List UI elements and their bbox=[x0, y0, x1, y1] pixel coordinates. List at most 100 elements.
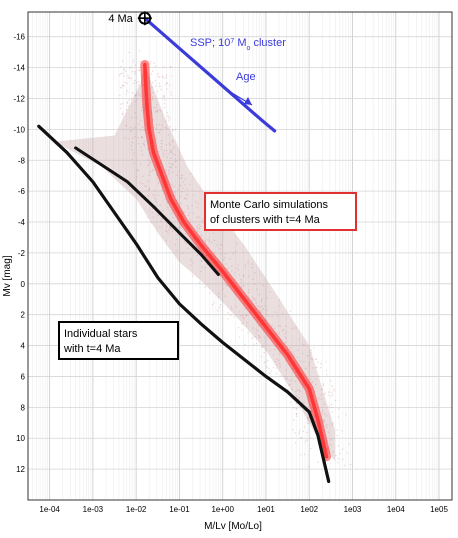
mc-point bbox=[127, 137, 130, 140]
mc-point bbox=[140, 146, 142, 148]
mc-point bbox=[159, 108, 161, 111]
mc-point bbox=[261, 311, 263, 313]
mc-point bbox=[247, 292, 250, 294]
mc-point bbox=[152, 194, 154, 196]
mc-point bbox=[190, 172, 192, 175]
mc-point bbox=[123, 69, 125, 71]
mc-point bbox=[234, 250, 237, 253]
mc-point bbox=[142, 143, 144, 145]
mc-point bbox=[253, 298, 256, 300]
mc-point bbox=[186, 193, 188, 196]
mc-point bbox=[186, 204, 189, 207]
mc-point bbox=[156, 91, 159, 93]
mc-point bbox=[230, 306, 233, 308]
mc-point bbox=[240, 281, 242, 283]
mc-point bbox=[273, 353, 275, 356]
mc-point bbox=[170, 151, 173, 154]
mc-point bbox=[180, 195, 183, 197]
mc-point bbox=[166, 127, 168, 130]
mc-point bbox=[325, 369, 328, 372]
mc-point bbox=[278, 325, 280, 327]
mc-point bbox=[301, 352, 304, 355]
mc-point bbox=[152, 169, 154, 171]
mc-point bbox=[147, 194, 150, 197]
mc-point bbox=[315, 383, 317, 386]
mc-point bbox=[196, 216, 198, 218]
mc-point bbox=[147, 180, 149, 182]
mc-point bbox=[322, 420, 324, 422]
mc-point bbox=[149, 63, 151, 65]
mc-point bbox=[237, 327, 240, 329]
mc-point bbox=[243, 275, 245, 278]
mc-point bbox=[132, 61, 134, 64]
mc-point bbox=[279, 363, 281, 365]
mc-point bbox=[159, 85, 161, 87]
mc-point bbox=[307, 419, 309, 422]
mc-point bbox=[167, 206, 169, 208]
ssp-label-sup: 7 bbox=[230, 38, 234, 45]
mc-point bbox=[151, 70, 154, 72]
mc-point bbox=[318, 397, 320, 400]
mc-point bbox=[166, 149, 168, 152]
mc-point bbox=[165, 74, 168, 76]
mc-point bbox=[164, 120, 167, 123]
mc-point bbox=[276, 364, 278, 366]
mc-point bbox=[329, 443, 332, 446]
mc-point bbox=[199, 281, 201, 284]
mc-point bbox=[322, 383, 325, 385]
mc-point bbox=[129, 76, 131, 79]
mc-point bbox=[180, 177, 182, 179]
mc-point bbox=[326, 426, 328, 429]
mc-point bbox=[246, 321, 248, 324]
mc-point bbox=[178, 158, 181, 161]
mc-point bbox=[170, 227, 172, 230]
mc-point bbox=[169, 84, 171, 87]
mc-point bbox=[171, 163, 173, 165]
mc-point bbox=[133, 71, 136, 73]
mc-point bbox=[169, 225, 171, 228]
mc-point bbox=[156, 109, 159, 111]
mc-point bbox=[240, 278, 242, 281]
mc-point bbox=[163, 149, 166, 152]
mc-point bbox=[184, 233, 187, 235]
mc-point bbox=[289, 379, 291, 382]
mc-point bbox=[218, 306, 221, 309]
mc-point bbox=[253, 336, 256, 338]
mc-point bbox=[130, 66, 133, 68]
mc-point bbox=[300, 437, 303, 439]
mc-point bbox=[237, 269, 239, 271]
mc-point bbox=[166, 82, 168, 84]
mc-point bbox=[168, 170, 170, 172]
mc-point bbox=[158, 194, 160, 196]
mc-point bbox=[293, 327, 296, 329]
y-tick-label: 4 bbox=[21, 342, 26, 351]
mc-point bbox=[194, 200, 197, 203]
mc-point bbox=[123, 75, 125, 77]
mc-point bbox=[207, 239, 209, 241]
mc-point bbox=[122, 72, 125, 74]
mc-point bbox=[169, 66, 172, 68]
mc-point bbox=[135, 99, 138, 101]
mc-point bbox=[337, 416, 340, 418]
mc-point bbox=[141, 154, 144, 156]
mc-point bbox=[160, 140, 163, 142]
mc-point bbox=[238, 336, 241, 338]
mc-point bbox=[279, 325, 282, 327]
mc-point bbox=[163, 236, 165, 238]
mc-point bbox=[306, 354, 308, 357]
mc-point bbox=[129, 67, 131, 69]
mc-point bbox=[130, 130, 132, 133]
mc-point bbox=[172, 141, 174, 143]
mc-point bbox=[159, 128, 161, 131]
mc-point bbox=[141, 137, 144, 139]
mc-point bbox=[123, 85, 126, 87]
mc-point bbox=[245, 325, 248, 327]
mc-point bbox=[279, 365, 281, 368]
mc-point bbox=[175, 249, 178, 252]
x-tick-label: 1e03 bbox=[344, 505, 362, 514]
mc-point bbox=[138, 80, 140, 83]
mc-point bbox=[312, 358, 314, 361]
mc-point bbox=[261, 345, 264, 347]
mc-point bbox=[227, 267, 229, 270]
mc-point bbox=[119, 73, 122, 75]
